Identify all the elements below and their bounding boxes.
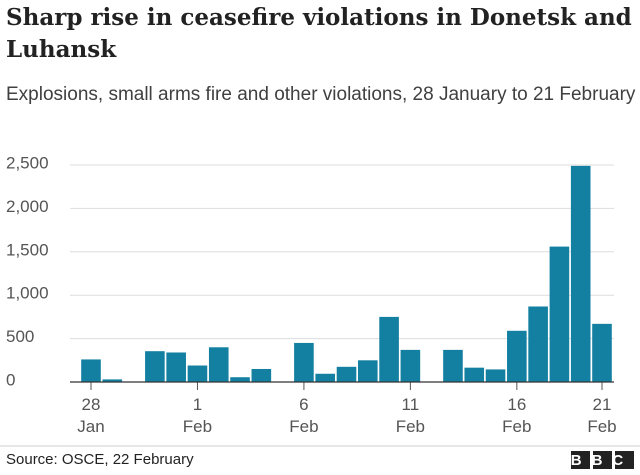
y-tick-label: 500 bbox=[6, 327, 34, 346]
subtitle-box: Explosions, small arms fire and other vi… bbox=[6, 84, 636, 105]
x-tick-label-line: Feb bbox=[183, 417, 212, 436]
x-tick-label: 11 Feb bbox=[396, 395, 425, 436]
y-tick-label: 0 bbox=[6, 370, 15, 389]
bar bbox=[102, 379, 123, 382]
bar bbox=[336, 366, 357, 382]
bar bbox=[187, 365, 208, 382]
x-tick-label: 21 Feb bbox=[587, 395, 616, 436]
x-tick-label-line: 28 bbox=[82, 395, 101, 414]
title-box: Sharp rise in ceasefire violations in Do… bbox=[6, 4, 632, 63]
x-tick-label-line: Feb bbox=[587, 417, 616, 436]
y-tick-label: 1,500 bbox=[6, 240, 49, 259]
x-tick-label-line: Feb bbox=[502, 417, 531, 436]
chart-subtitle: Explosions, small arms fire and other vi… bbox=[6, 84, 636, 105]
bar bbox=[443, 349, 463, 382]
x-tick-label-line: Feb bbox=[396, 417, 425, 436]
bar bbox=[81, 359, 101, 382]
bar bbox=[166, 352, 186, 382]
x-tick-label-line: 1 bbox=[193, 395, 202, 414]
y-tick-label: 2,000 bbox=[6, 197, 49, 216]
bar bbox=[528, 306, 548, 382]
chart-title: Sharp rise in ceasefire violations in Do… bbox=[6, 4, 632, 63]
bar bbox=[145, 351, 165, 382]
bbc-logo: BBC bbox=[571, 451, 634, 469]
bar bbox=[464, 367, 485, 382]
bar bbox=[294, 342, 314, 382]
x-tick-label-line: 6 bbox=[299, 395, 308, 414]
bar bbox=[315, 373, 336, 382]
bar bbox=[507, 330, 527, 382]
x-tick-label: 6 Feb bbox=[289, 395, 318, 436]
x-tick-label: 28 Jan bbox=[77, 395, 104, 436]
logo-text: BBC bbox=[571, 452, 634, 469]
bar bbox=[251, 368, 272, 382]
x-tick-label: 1 Feb bbox=[183, 395, 212, 436]
x-tick-label-line: 16 bbox=[507, 395, 526, 414]
y-tick-label: 1,000 bbox=[6, 284, 49, 303]
bar bbox=[570, 165, 591, 382]
bar bbox=[485, 369, 506, 382]
bar bbox=[400, 349, 421, 382]
y-tick-label: 2,500 bbox=[6, 153, 49, 172]
x-tick-label-line: Jan bbox=[77, 417, 104, 436]
x-tick-label: 16 Feb bbox=[502, 395, 531, 436]
source: Source: OSCE, 22 February bbox=[6, 451, 194, 468]
x-tick-label-line: Feb bbox=[289, 417, 318, 436]
bar bbox=[592, 323, 612, 382]
bar bbox=[549, 246, 570, 382]
bar bbox=[230, 377, 250, 382]
x-tick-label-line: 11 bbox=[402, 395, 420, 414]
bar bbox=[357, 360, 378, 382]
x-tick-label-line: 21 bbox=[593, 395, 612, 414]
bar bbox=[379, 316, 399, 382]
bar bbox=[208, 347, 229, 382]
